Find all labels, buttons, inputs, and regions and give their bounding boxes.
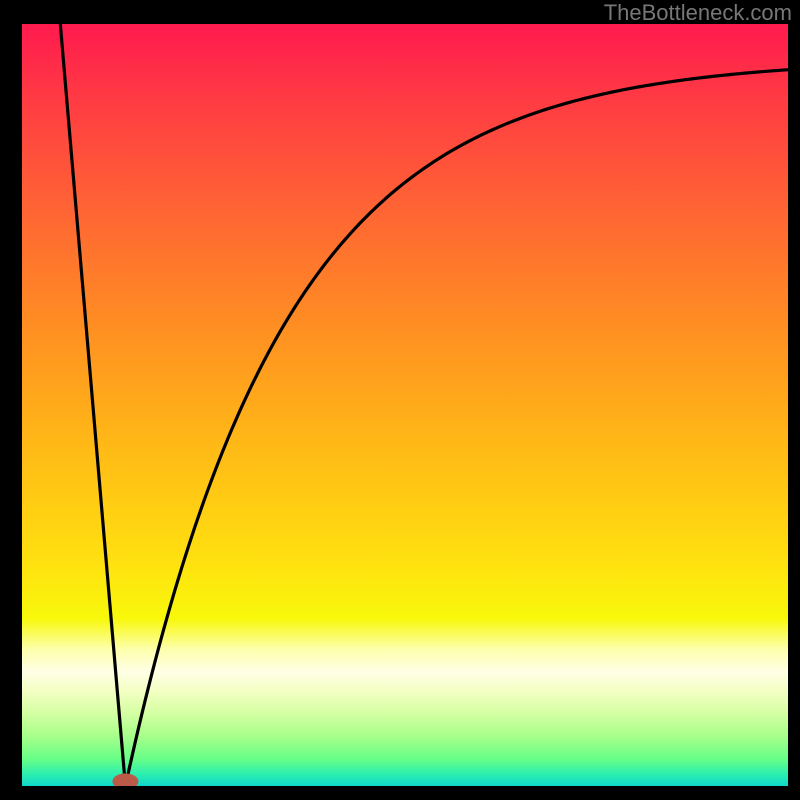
chart-svg bbox=[0, 0, 800, 800]
plot-background bbox=[22, 24, 788, 786]
watermark-text: TheBottleneck.com bbox=[604, 0, 792, 26]
